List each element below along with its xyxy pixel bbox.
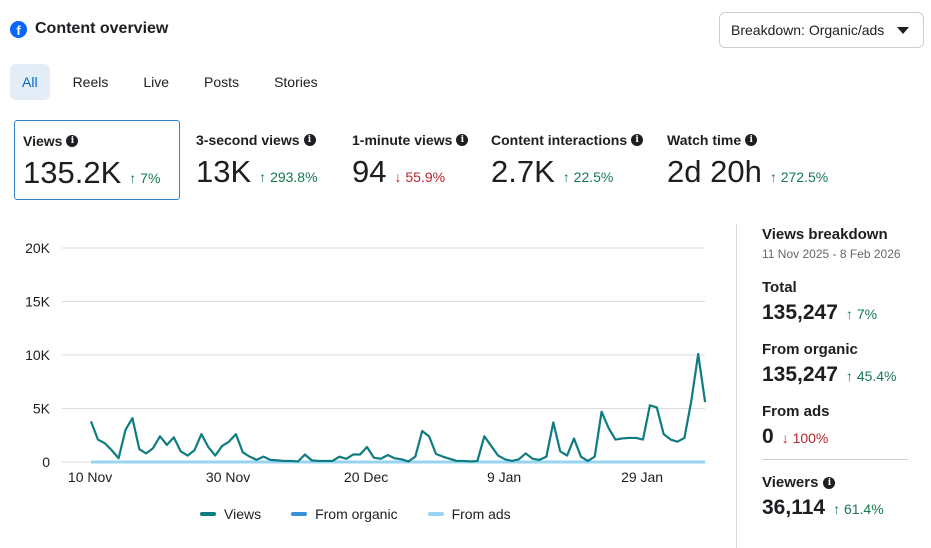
metric-label: Views [23,133,63,149]
metric-label: Content interactions [491,132,628,148]
x-tick-label: 20 Dec [344,469,388,485]
y-tick-label: 20K [25,240,51,256]
caret-down-icon [897,26,909,34]
legend-views[interactable]: Views [200,506,261,522]
metric-3-second-views[interactable]: 3-second views i 13K ↑ 293.8% [188,120,338,200]
metric-change: ↓ 55.9% [394,169,446,185]
metric-change: ↑ 22.5% [562,169,614,185]
metric-1-minute-views[interactable]: 1-minute views i 94 ↓ 55.9% [344,120,474,200]
metric-value: 2.7K [491,154,555,189]
y-tick-label: 15K [25,294,51,310]
ads-row: 0 ↓ 100% [762,425,829,448]
metric-views[interactable]: Views i 135.2K ↑ 7% [14,120,180,200]
metric-change: ↑ 7% [129,170,161,186]
metric-label: 1-minute views [352,132,453,148]
metric-change: ↑ 272.5% [769,169,829,185]
metric-value: 94 [352,154,387,189]
legend-swatch [427,512,444,516]
y-tick-label: 10K [25,347,51,363]
metric-watch-time[interactable]: Watch time i 2d 20h ↑ 272.5% [659,120,859,200]
breakdown-title: Views breakdown [762,226,888,243]
info-icon[interactable]: i [66,135,79,147]
panel-divider [736,224,737,548]
breakdown-label: Breakdown: Organic/ads [731,22,885,38]
x-tick-label: 9 Jan [487,469,521,485]
tab-stories[interactable]: Stories [274,74,318,90]
ads-label: From ads [762,403,830,420]
tab-posts[interactable]: Posts [204,74,240,90]
x-tick-label: 30 Nov [206,469,250,485]
metric-value: 13K [196,154,252,189]
legend-from-organic[interactable]: From organic [291,506,398,522]
organic-row: 135,247 ↑ 45.4% [762,363,897,386]
viewers-label: Viewers i [762,474,912,491]
chart-legend: Views From organic From ads [200,506,511,522]
page-title: Content overview [35,20,169,37]
metric-label: Watch time [667,132,742,148]
metric-label: 3-second views [196,132,300,148]
views-breakdown-panel: Views breakdown 11 Nov 2025 - 8 Feb 2026… [762,226,912,520]
views-line-chart: 0 5K 10K 15K 20K 10 Nov 30 Nov 20 Dec 9 Jan 29 Ja… [25,240,707,485]
total-row: 135,247 ↑ 7% [762,301,878,324]
viewers-row: 36,114 ↑ 61.4% [762,496,884,519]
x-tick-label: 10 Nov [68,469,112,485]
info-icon[interactable]: i [823,476,836,489]
content-type-tabs: All Reels Live Posts Stories [10,64,341,100]
info-icon[interactable]: i [631,134,644,146]
info-icon[interactable]: i [456,134,469,146]
metric-change: ↑ 293.8% [259,169,318,185]
metric-value: 2d 20h [667,154,762,189]
facebook-logo-icon: f [10,20,27,38]
info-icon[interactable]: i [745,134,758,146]
breakdown-dropdown[interactable]: Breakdown: Organic/ads [719,12,924,48]
series-line-views [89,352,707,463]
x-tick-label: 29 Jan [621,469,663,485]
tab-all[interactable]: All [10,64,50,100]
page-header: f Content overview [10,20,168,38]
metric-value: 135.2K [23,155,122,190]
y-tick-label: 0 [42,454,50,470]
date-range: 11 Nov 2025 - 8 Feb 2026 [762,247,901,261]
legend-from-ads[interactable]: From ads [427,506,511,522]
metric-content-interactions[interactable]: Content interactions i 2.7K ↑ 22.5% [483,120,653,200]
tab-reels[interactable]: Reels [72,74,109,90]
divider [762,459,908,460]
y-tick-label: 5K [33,401,51,417]
legend-swatch [291,512,308,516]
legend-swatch [200,512,216,516]
organic-label: From organic [762,341,858,358]
info-icon[interactable]: i [303,134,316,146]
total-label: Total [762,279,797,296]
tab-live[interactable]: Live [143,74,170,90]
